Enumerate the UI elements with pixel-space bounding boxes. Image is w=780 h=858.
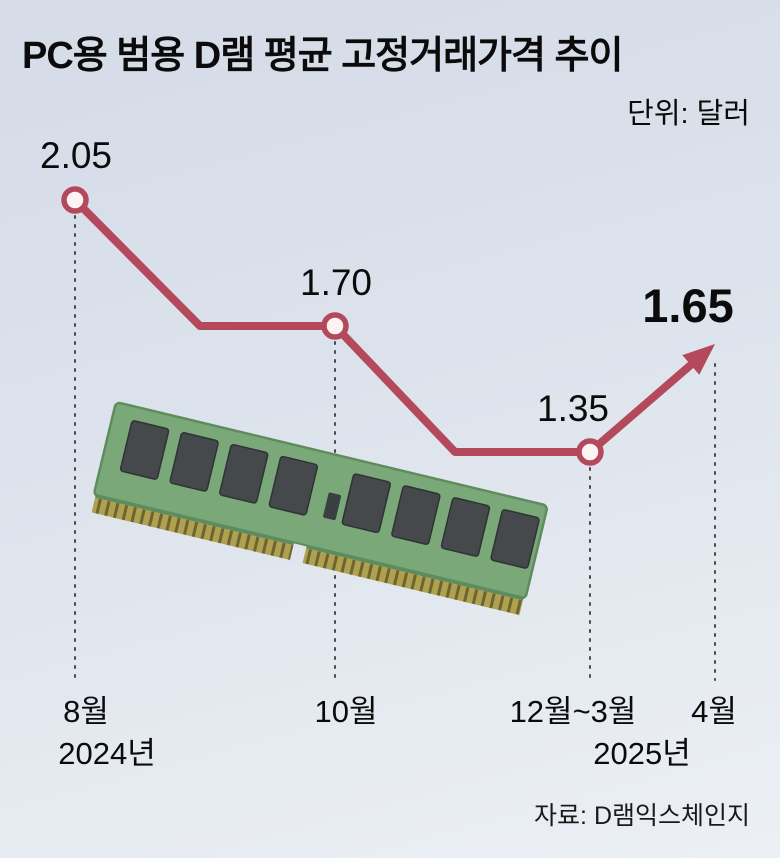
x-label-aug: 8월 xyxy=(63,694,109,729)
data-point-0 xyxy=(61,186,89,214)
source-credit: 자료: D램익스체인지 xyxy=(534,802,750,830)
value-label-apr: 1.65 xyxy=(642,279,734,332)
dram-module-icon xyxy=(91,401,548,616)
x-label-dec-mar: 12월~3월 xyxy=(509,694,637,729)
year-label-2024: 2024년 xyxy=(58,736,156,771)
x-label-oct: 10월 xyxy=(314,694,378,729)
unit-label: 단위: 달러 xyxy=(627,98,750,130)
droplines-layer xyxy=(74,215,716,681)
data-point-2 xyxy=(576,438,604,466)
arrow-head-icon xyxy=(682,344,715,375)
value-label-dec-mar: 1.35 xyxy=(536,388,610,429)
data-point-1 xyxy=(321,312,349,340)
chart-title: PC용 범용 D램 평균 고정거래가격 추이 xyxy=(22,35,623,77)
value-label-oct: 1.70 xyxy=(299,262,373,303)
value-label-aug: 2.05 xyxy=(39,135,113,176)
price-line-layer xyxy=(61,186,715,466)
year-label-2025: 2025년 xyxy=(593,736,691,771)
price-line-rising-segment xyxy=(586,354,703,456)
x-label-apr: 4월 xyxy=(691,694,737,729)
